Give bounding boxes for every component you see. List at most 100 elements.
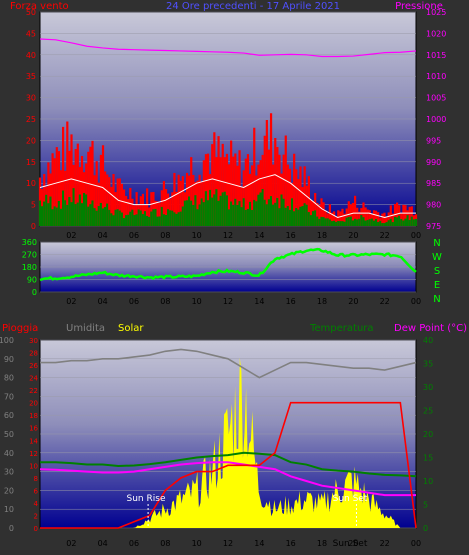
humidity-axis-title: Umidita [66,323,105,334]
pressure-line [39,38,417,58]
rain-line [40,401,417,529]
x-tick-label: 04 [98,539,108,548]
x-tick-label: 00 [411,297,421,306]
dewpoint-axis-title: Dew Point (°C) [394,323,467,334]
rain-tick-label: 28 [29,350,38,358]
humidity-tick-label: 70 [4,392,14,401]
humidity-tick-label: 90 [4,355,14,364]
direction-tick-label: 90 [27,276,37,285]
rain-tick-label: 4 [34,500,39,508]
compass-label: S [434,266,440,277]
pressure-tick-label: 985 [426,179,441,188]
rain-tick-label: 24 [29,375,38,383]
x-tick-label: 16 [286,297,296,306]
x-tick-label: 08 [160,297,170,306]
rain-tick-label: 8 [34,475,38,483]
wind-tick-label: 35 [26,72,36,81]
pressure-axis-title: Pressione [395,1,443,12]
wind-tick-label: 20 [26,136,36,145]
rain-tick-label: 12 [29,450,38,458]
x-tick-label: 12 [223,297,233,306]
wind-tick-label: 10 [26,179,36,188]
pressure-tick-label: 1015 [426,51,446,60]
temperature-tick-label: 20 [423,430,433,439]
solar-axis-title: Solar [118,323,144,334]
temperature-tick-label: 15 [423,454,433,463]
rain-tick-label: 14 [29,437,38,445]
humidity-tick-label: 60 [4,411,14,420]
sunrise-label: Sun Rise [127,494,166,504]
wind-axis-title: Forza vento [10,1,69,12]
sunset-label: Sun Set [333,494,368,504]
x-tick-label: 18 [317,539,327,548]
rain-tick-label: 26 [29,362,38,370]
x-tick-label: 02 [66,297,76,306]
wind-tick-label: 0 [31,222,36,231]
humidity-line [40,348,417,379]
x-tick-label: 16 [286,539,296,548]
x-tick-label: 10 [192,231,202,240]
x-tick-label: 14 [254,539,264,548]
x-tick-label: 16 [286,231,296,240]
x-tick-label: 00 [411,539,421,548]
pressure-tick-label: 1000 [426,115,446,124]
wind-tick-label: 50 [26,8,36,17]
rain-tick-label: 20 [29,400,38,408]
pressure-tick-label: 995 [426,136,441,145]
pressure-tick-label: 1025 [426,8,446,17]
x-tick-label: 04 [98,297,108,306]
x-tick-label: 18 [317,297,327,306]
temperature-line [40,451,417,478]
x-tick-label: 06 [129,231,139,240]
wind-tick-label: 30 [26,94,36,103]
x-tick-label: 08 [160,539,170,548]
wind-tick-label: 45 [26,29,36,38]
direction-tick-label: 0 [32,288,37,297]
chart-marks [38,38,418,529]
x-tick-label: 10 [192,539,202,548]
wind-average-line [39,174,416,218]
x-tick-label: 18 [317,231,327,240]
humidity-tick-label: 50 [4,430,14,439]
x-tick-label: 14 [254,231,264,240]
compass-label: E [434,280,440,291]
compass-label: W [432,252,442,263]
temperature-tick-label: 5 [423,501,428,510]
compass-label: N [433,238,440,249]
x-tick-label: 20 [348,231,358,240]
rain-tick-label: 10 [29,462,38,470]
pressure-tick-label: 980 [426,201,441,210]
direction-tick-label: 180 [22,263,37,272]
temperature-tick-label: 25 [423,407,433,416]
humidity-tick-label: 10 [4,505,14,514]
sunset-tick-label: Sun Set [333,539,368,549]
axis-labels: 0510152025303540455097598098599099510001… [0,8,446,548]
x-tick-label: 14 [254,297,264,306]
wind-tick-label: 25 [26,115,36,124]
wind-tick-label: 15 [26,158,36,167]
pressure-tick-label: 1020 [426,29,446,38]
x-tick-label: 22 [380,297,390,306]
rain-tick-label: 30 [29,337,38,345]
x-tick-label: 10 [192,297,202,306]
compass-label: N [433,294,440,305]
rain-tick-label: 16 [29,425,38,433]
temperature-tick-label: 10 [423,477,433,486]
dewpoint-line [39,461,416,497]
rain-tick-label: 2 [34,512,38,520]
x-tick-label: 02 [66,231,76,240]
humidity-tick-label: 20 [4,486,14,495]
pressure-tick-label: 1005 [426,94,446,103]
x-tick-label: 06 [129,539,139,548]
humidity-tick-label: 0 [9,524,14,533]
x-tick-label: 12 [223,539,233,548]
wind-direction-line [39,247,417,282]
pressure-tick-label: 975 [426,222,441,231]
wind-tick-label: 5 [31,201,36,210]
humidity-tick-label: 100 [0,336,14,345]
temperature-tick-label: 0 [423,524,428,533]
x-tick-label: 04 [98,231,108,240]
pressure-tick-label: 990 [426,158,441,167]
rain-tick-label: 18 [29,412,38,420]
x-tick-label: 02 [66,539,76,548]
